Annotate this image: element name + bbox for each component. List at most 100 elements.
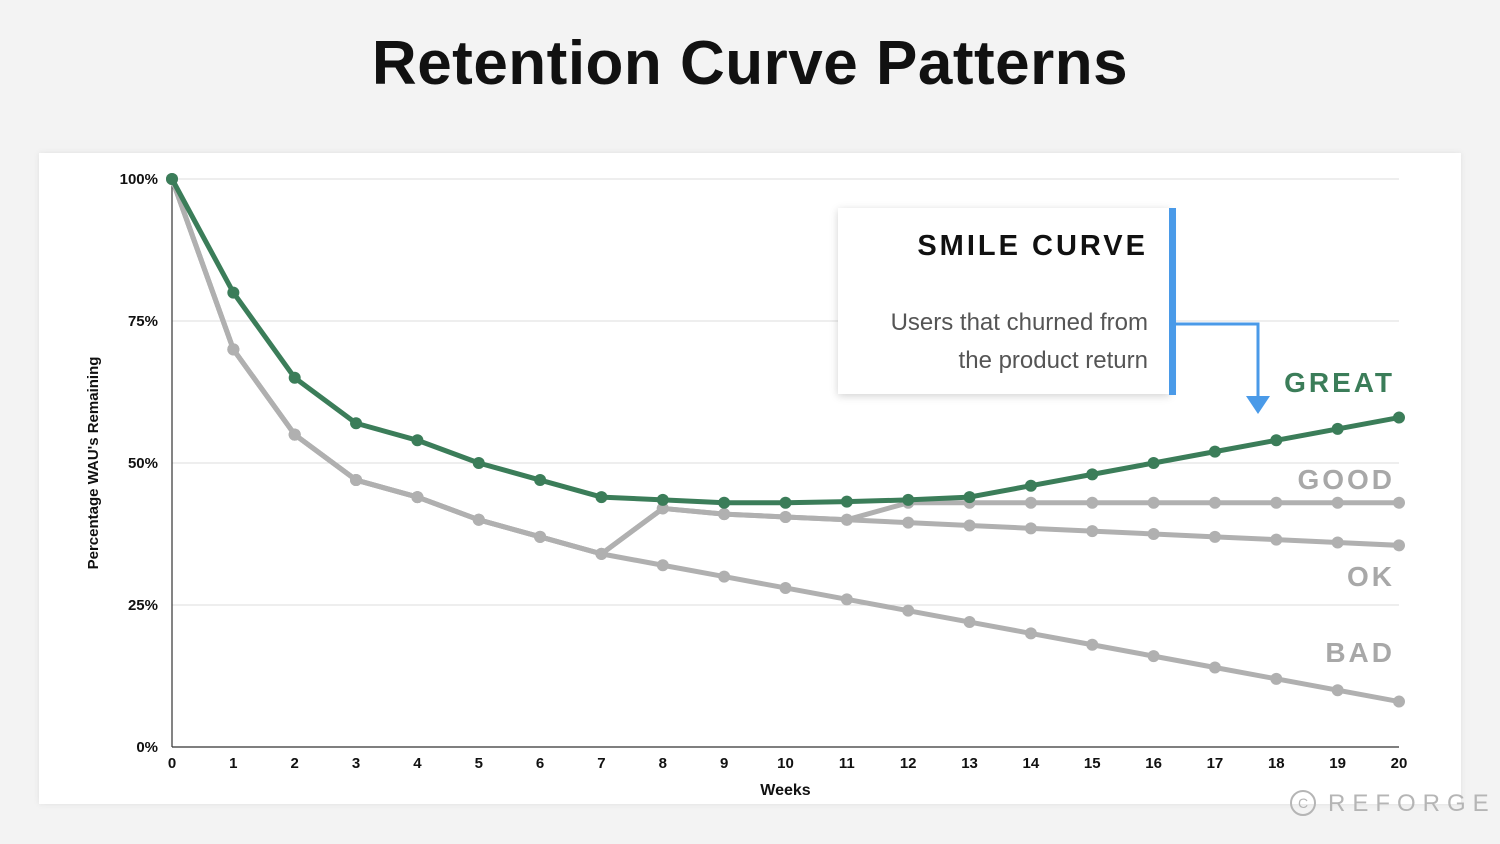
data-point-great — [840, 495, 853, 508]
data-point-great — [1393, 411, 1405, 424]
data-point-good — [1147, 496, 1160, 509]
x-tick-label: 13 — [961, 755, 978, 772]
x-tick-label: 0 — [168, 755, 176, 772]
x-tick-label: 9 — [720, 755, 728, 772]
data-point-great — [1024, 479, 1037, 492]
data-point-great — [350, 417, 363, 430]
callout-accent-bar — [1169, 208, 1176, 395]
data-point-great — [411, 434, 424, 447]
data-point-great — [595, 491, 608, 504]
data-point-good — [840, 513, 853, 526]
data-point-ok — [1024, 627, 1037, 640]
data-point-ok — [963, 616, 976, 629]
data-point-good — [1393, 496, 1405, 509]
watermark-text: REFORGE — [1328, 790, 1496, 817]
x-tick-label: 16 — [1145, 755, 1162, 772]
data-point-good — [411, 491, 424, 504]
x-tick-label: 18 — [1268, 755, 1285, 772]
data-point-bad — [1024, 522, 1037, 535]
data-point-good — [350, 474, 363, 487]
data-point-ok — [1147, 650, 1160, 663]
x-tick-label: 10 — [777, 755, 794, 772]
callout-line-2: the product return — [958, 347, 1148, 374]
data-point-great — [963, 491, 976, 504]
data-point-bad — [1331, 536, 1344, 549]
data-point-good — [1270, 496, 1283, 509]
data-point-good — [1024, 496, 1037, 509]
data-point-bad — [1393, 539, 1405, 552]
reforge-watermark: C REFORGE — [1290, 790, 1496, 818]
x-tick-label: 8 — [659, 755, 667, 772]
data-point-ok — [779, 581, 792, 594]
series-line-ok — [169, 178, 1400, 705]
data-point-ok — [1270, 672, 1283, 685]
y-axis-title: Percentage WAU's Remaining — [85, 357, 102, 570]
data-point-great — [902, 493, 915, 506]
data-point-great — [227, 286, 240, 299]
data-point-ok — [1331, 684, 1344, 697]
data-point-great — [1270, 434, 1283, 447]
x-tick-label: 17 — [1207, 755, 1224, 772]
data-point-ok — [1208, 661, 1221, 674]
x-tick-label: 12 — [900, 755, 917, 772]
smile-curve-callout: SMILE CURVE Users that churned from the … — [838, 208, 1170, 394]
x-tick-label: 3 — [352, 755, 360, 772]
data-point-great — [1208, 445, 1221, 458]
x-tick-label: 11 — [839, 755, 855, 772]
data-point-bad — [1147, 528, 1160, 540]
data-point-bad — [902, 516, 915, 529]
y-tick-label: 50% — [128, 455, 158, 472]
chart-card — [39, 153, 1461, 804]
data-point-bad — [1086, 525, 1099, 538]
data-point-great — [472, 457, 485, 469]
x-tick-label: 1 — [229, 755, 237, 772]
x-tick-label: 5 — [475, 755, 483, 772]
data-point-ok — [1086, 638, 1099, 651]
data-point-great — [779, 496, 792, 509]
data-point-great — [1331, 422, 1344, 435]
data-point-great — [166, 173, 178, 185]
data-point-great — [1147, 457, 1160, 469]
data-point-good — [472, 513, 485, 526]
data-point-good — [656, 502, 669, 515]
x-tick-label: 2 — [291, 755, 299, 772]
y-tick-label: 75% — [128, 313, 158, 330]
data-point-good — [1331, 496, 1344, 509]
x-axis-title: Weeks — [760, 782, 811, 799]
data-point-great — [718, 496, 731, 509]
data-point-ok — [840, 593, 853, 606]
data-point-great — [534, 474, 547, 487]
callout-line-1: Users that churned from — [890, 309, 1148, 336]
data-point-bad — [963, 519, 976, 532]
callout-arrowhead — [1246, 396, 1270, 414]
series-label-good: GOOD — [1297, 464, 1395, 495]
callout-title: SMILE CURVE — [917, 230, 1148, 262]
data-point-ok — [1393, 695, 1405, 708]
x-tick-label: 6 — [536, 755, 544, 772]
data-point-great — [288, 371, 301, 384]
series-label-bad: BAD — [1325, 637, 1395, 668]
data-point-good — [1208, 496, 1221, 509]
y-tick-label: 0% — [136, 739, 158, 756]
data-point-ok — [718, 570, 731, 583]
data-point-bad — [1270, 533, 1283, 546]
data-point-good — [288, 428, 301, 441]
data-point-good — [227, 343, 240, 356]
data-point-good — [1086, 496, 1099, 509]
x-tick-label: 14 — [1023, 755, 1040, 772]
x-tick-label: 4 — [413, 755, 422, 772]
x-tick-label: 15 — [1084, 755, 1101, 772]
x-tick-label: 20 — [1391, 755, 1408, 772]
data-point-great — [1086, 468, 1099, 481]
data-point-good — [534, 530, 547, 543]
data-point-good — [718, 508, 731, 521]
data-point-ok — [902, 604, 915, 617]
data-point-good — [595, 547, 608, 560]
data-point-ok — [656, 559, 669, 572]
data-point-great — [656, 493, 669, 506]
data-point-bad — [1208, 530, 1221, 543]
page-title: Retention Curve Patterns — [371, 29, 1129, 98]
callout-connector — [1176, 322, 1260, 398]
x-tick-label: 7 — [597, 755, 605, 772]
